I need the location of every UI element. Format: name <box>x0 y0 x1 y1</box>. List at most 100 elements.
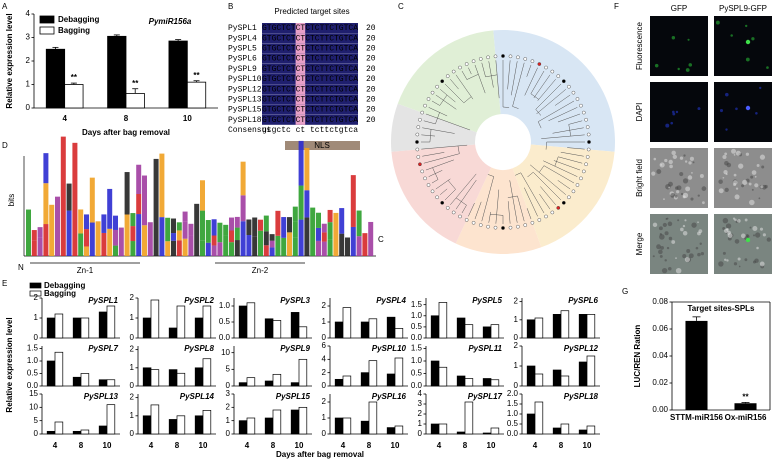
logo-letter <box>211 235 217 246</box>
speckle <box>682 224 686 228</box>
speckle <box>679 172 684 177</box>
speckle <box>734 239 740 244</box>
logo-letter <box>263 245 269 256</box>
branch <box>421 134 436 137</box>
speckle <box>733 182 737 187</box>
speckle <box>685 68 690 72</box>
n-term: N <box>18 263 24 272</box>
leaf <box>562 201 566 205</box>
bar <box>586 355 596 387</box>
seq-highlight <box>295 53 306 64</box>
speckle <box>742 179 748 185</box>
bar <box>168 369 178 387</box>
logo-letter <box>246 219 252 236</box>
y-tick-label: 2 <box>34 293 39 302</box>
speckle <box>724 152 728 156</box>
branch <box>543 160 578 177</box>
leaf <box>501 226 505 230</box>
leaf <box>430 189 435 194</box>
speckle <box>697 194 700 197</box>
leaf <box>556 206 561 210</box>
speckle <box>766 237 772 242</box>
panel-title: PySPL10 <box>372 344 407 353</box>
y-tick-label: 0 <box>322 429 327 438</box>
logo-letter <box>229 217 234 231</box>
logo-letter <box>321 223 327 233</box>
bar <box>342 375 352 387</box>
legend-label: Bagging <box>44 289 76 298</box>
panel-title: PySPL7 <box>88 344 118 353</box>
bar <box>272 373 282 387</box>
bar <box>80 373 90 387</box>
y-tick-label: 4 <box>418 389 423 398</box>
y-tick-label: 0 <box>322 381 327 390</box>
branch <box>450 79 459 90</box>
speckle <box>725 223 732 229</box>
x-tick-label: 8 <box>367 441 372 450</box>
bar <box>246 417 256 435</box>
bar <box>360 372 370 387</box>
branch <box>527 172 534 178</box>
legend-label: Debagging <box>44 281 85 290</box>
seq-background <box>262 23 358 33</box>
logo-letter <box>321 241 327 256</box>
logo-letter <box>304 217 310 256</box>
branch <box>474 201 482 220</box>
speckle <box>730 34 733 37</box>
speckle <box>652 255 655 258</box>
branch <box>488 211 491 223</box>
leaf <box>423 176 427 181</box>
y-tick-label: 2 <box>130 293 135 302</box>
y-tick-label: 0.0 <box>411 333 423 342</box>
bar <box>246 302 256 339</box>
seq-background <box>262 63 358 74</box>
seq-length: 20 <box>366 116 376 125</box>
logo-letter <box>223 235 229 256</box>
leaf <box>516 224 520 229</box>
logo-letter <box>176 230 182 241</box>
bar <box>490 324 500 339</box>
logo-letter <box>113 245 118 256</box>
branch <box>431 100 440 106</box>
logo-letter <box>118 227 124 256</box>
bar <box>142 415 152 435</box>
leaf <box>493 54 498 59</box>
y-tick-label: 1 <box>514 315 519 324</box>
logo-letter <box>327 209 333 223</box>
bar <box>368 318 378 339</box>
speckle <box>690 197 694 201</box>
branch <box>481 62 486 77</box>
panel-title: PySPL12 <box>564 344 599 353</box>
seq-length: 20 <box>366 96 376 105</box>
logo-letter <box>234 240 240 256</box>
branch <box>474 64 486 94</box>
bar <box>238 382 248 387</box>
gene-name: PySPL18 <box>228 116 262 125</box>
seq-highlight <box>295 43 306 54</box>
logo-letter <box>304 148 310 191</box>
leaf <box>416 155 421 159</box>
speckle <box>684 160 688 163</box>
branch <box>515 172 521 176</box>
error-bar <box>52 46 59 50</box>
seq-length: 20 <box>366 106 376 115</box>
logo-letter <box>136 214 142 256</box>
bar <box>386 373 396 387</box>
speckle <box>659 254 663 258</box>
y-tick-label: 1.5 <box>27 344 39 353</box>
leaf <box>567 195 571 200</box>
bar <box>194 415 204 435</box>
bar <box>150 369 160 387</box>
bar <box>150 404 160 435</box>
speckle <box>699 242 702 245</box>
leaf <box>530 221 535 225</box>
logo-letter <box>252 236 258 256</box>
speckle <box>718 188 724 194</box>
branch <box>526 208 532 220</box>
y-tick-label: 0 <box>418 429 423 438</box>
x-tick-label: 4 <box>341 441 346 450</box>
speckle <box>755 232 761 238</box>
error-bar <box>70 82 77 85</box>
branch <box>539 193 551 210</box>
